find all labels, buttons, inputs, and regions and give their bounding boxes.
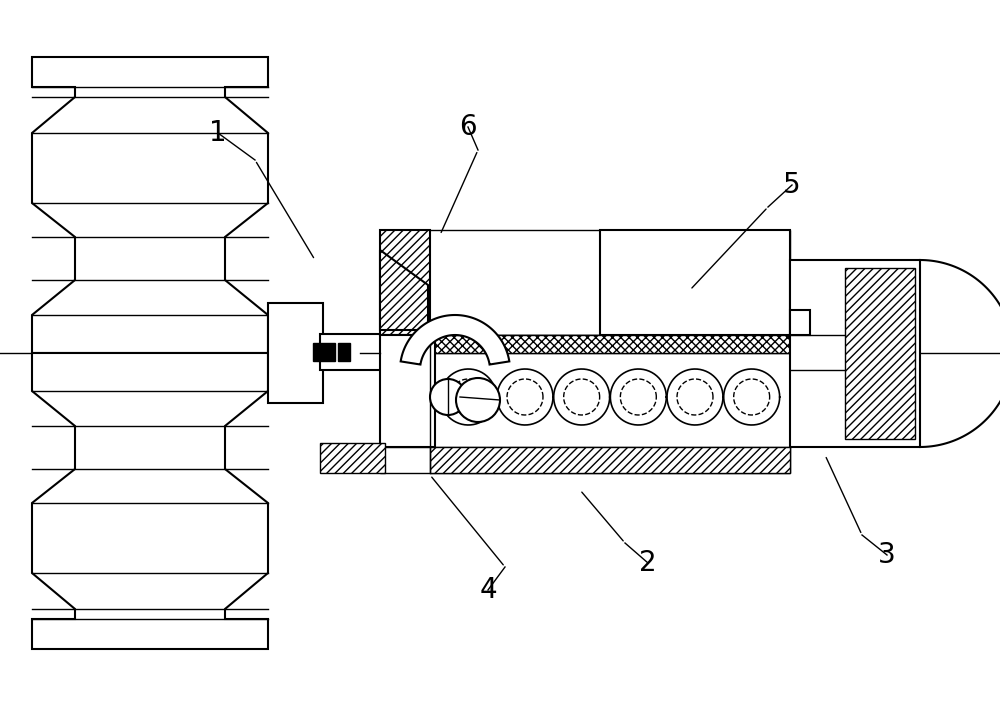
Circle shape — [456, 378, 500, 422]
Polygon shape — [32, 353, 268, 649]
Bar — [430, 447, 790, 473]
Bar — [430, 335, 790, 353]
Bar — [338, 343, 350, 361]
Text: 6: 6 — [459, 113, 477, 141]
Polygon shape — [32, 57, 268, 353]
Bar — [320, 334, 392, 370]
Bar — [320, 443, 385, 473]
Bar — [790, 260, 920, 447]
Text: 5: 5 — [783, 171, 801, 199]
Text: 4: 4 — [479, 576, 497, 604]
Text: 3: 3 — [878, 541, 896, 569]
Bar — [380, 335, 435, 447]
Bar — [845, 268, 915, 439]
Bar — [380, 230, 790, 473]
Circle shape — [430, 379, 466, 415]
Bar — [790, 310, 810, 335]
Text: 2: 2 — [639, 549, 657, 577]
Polygon shape — [380, 230, 430, 335]
Text: 1: 1 — [209, 119, 227, 147]
Bar — [430, 335, 790, 353]
Polygon shape — [401, 315, 509, 364]
Bar — [600, 230, 790, 335]
Bar — [268, 303, 323, 403]
Polygon shape — [380, 250, 428, 330]
Bar — [313, 343, 335, 361]
